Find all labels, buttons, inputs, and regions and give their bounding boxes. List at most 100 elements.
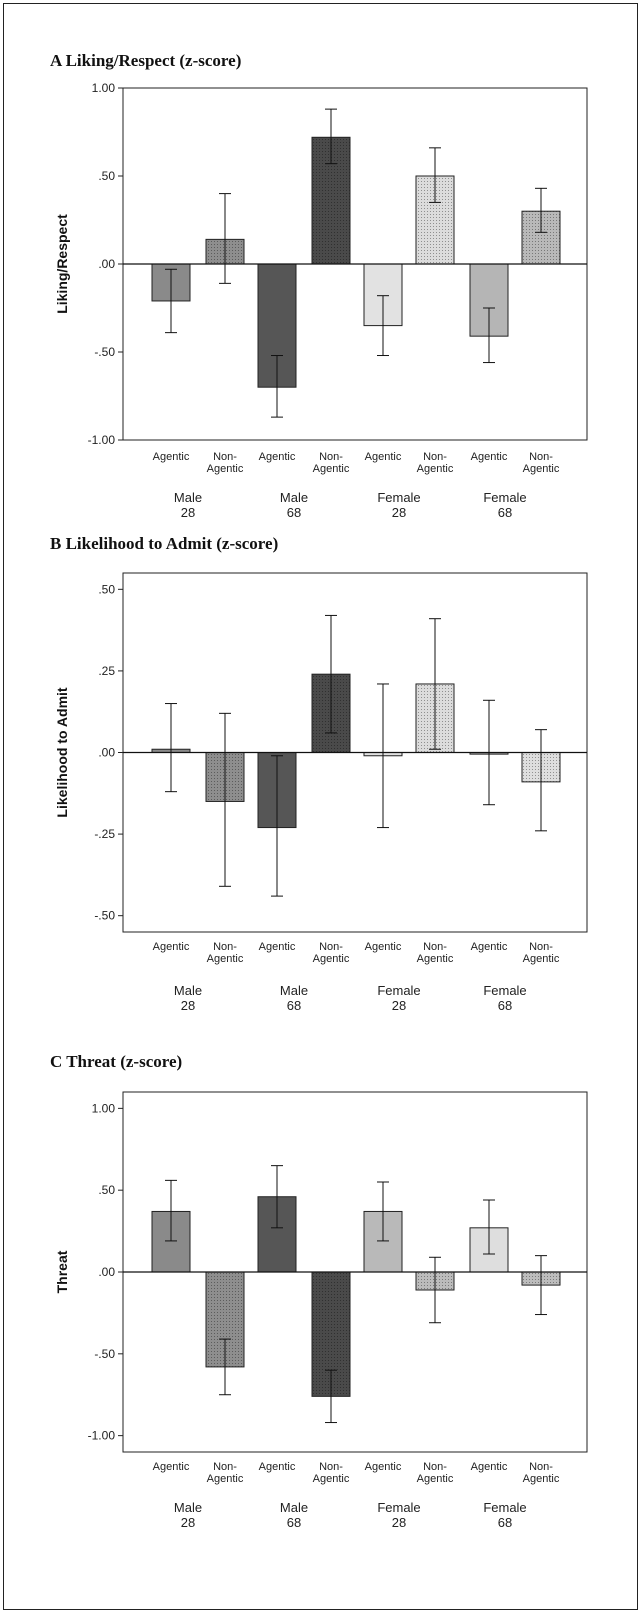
group-label: Male 28	[174, 983, 202, 1013]
y-tick-label: -1.00	[88, 1429, 116, 1443]
x-tick-label: Non-Agentic	[207, 451, 244, 475]
group-label-line: 68	[287, 1515, 301, 1530]
x-tick-label: Agentic	[259, 1461, 296, 1473]
y-tick-label: .00	[98, 746, 115, 760]
group-label: Female 28	[377, 490, 420, 520]
group-label-line: 28	[181, 505, 195, 520]
x-tick-label: Agentic	[471, 1461, 508, 1473]
y-tick-label: -.25	[94, 827, 115, 841]
liking-respect-chart: 1.00 .50 .00 -.50 -1.00 Liking/Respect Agentic…	[54, 81, 588, 520]
x-tick-label-line: Agentic	[365, 451, 402, 463]
x-tick-label: Agentic	[153, 941, 190, 953]
group-label: Female 68	[483, 983, 526, 1013]
error-bar	[165, 703, 177, 793]
x-tick-label-line: Agentic	[207, 953, 244, 965]
x-tick-label: Agentic	[471, 451, 508, 463]
x-tick-label-line: Non-	[213, 1461, 237, 1473]
x-tick-label: Agentic	[259, 941, 296, 953]
group-label-line: 68	[498, 1515, 512, 1530]
x-tick-label: Agentic	[153, 451, 190, 463]
x-tick-label-line: Agentic	[417, 953, 454, 965]
group-label-line: Male	[280, 490, 308, 505]
error-bar	[429, 147, 441, 203]
y-tick-label: -.50	[94, 909, 115, 923]
group-label-line: Male	[174, 1500, 202, 1515]
x-tick-label: Non-Agentic	[523, 451, 560, 475]
y-tick-label: 1.00	[92, 81, 116, 95]
error-bar	[271, 755, 283, 897]
group-label-line: 68	[287, 505, 301, 520]
x-tick-label: Non-Agentic	[207, 941, 244, 965]
x-tick-label-line: Non-	[423, 941, 447, 953]
error-bar	[165, 1179, 177, 1242]
x-tick-label-line: Agentic	[313, 953, 350, 965]
error-bar	[271, 1165, 283, 1229]
y-tick-label: 1.00	[92, 1101, 116, 1115]
y-tick-label: -.50	[94, 1347, 115, 1361]
group-label-line: Female	[377, 1500, 420, 1515]
group-label-line: Male	[174, 490, 202, 505]
error-bar	[377, 683, 389, 829]
x-tick-label: Non-Agentic	[523, 1461, 560, 1485]
x-tick-label-line: Agentic	[153, 941, 190, 953]
group-label-line: Female	[377, 490, 420, 505]
error-bar	[535, 729, 547, 832]
y-tick-label: .50	[98, 1183, 115, 1197]
error-bar	[377, 1181, 389, 1242]
x-tick-label-line: Agentic	[417, 463, 454, 475]
x-tick-label-line: Non-	[319, 941, 343, 953]
error-bar	[165, 268, 177, 334]
x-tick-label-line: Non-	[213, 941, 237, 953]
error-bar	[219, 1338, 231, 1396]
x-tick-label-line: Non-	[319, 451, 343, 463]
x-tick-label: Non-Agentic	[523, 941, 560, 965]
x-tick-label: Agentic	[259, 451, 296, 463]
error-bar	[429, 1256, 441, 1324]
error-bar	[325, 614, 337, 734]
group-label: Female 28	[377, 983, 420, 1013]
group-label: Female 28	[377, 1500, 420, 1530]
group-label-line: Male	[174, 983, 202, 998]
likelihood-to-admit-chart: .50 .25 .00 -.25 -.50 Likelihood to Admit Agen…	[54, 572, 588, 1013]
x-tick-label-line: Agentic	[153, 451, 190, 463]
error-bar	[219, 712, 231, 887]
error-bar	[483, 307, 495, 364]
y-axis-label: Threat	[54, 1250, 70, 1293]
error-bar	[483, 699, 495, 806]
y-tick-label: -1.00	[88, 433, 116, 447]
x-tick-label-line: Agentic	[365, 941, 402, 953]
x-tick-label-line: Agentic	[259, 451, 296, 463]
x-tick-label-line: Non-	[319, 1461, 343, 1473]
group-label: Female 68	[483, 490, 526, 520]
x-tick-label-line: Non-	[529, 451, 553, 463]
x-tick-label: Non-Agentic	[313, 451, 350, 475]
y-tick-label: .00	[98, 1265, 115, 1279]
error-bar	[377, 295, 389, 357]
x-tick-label: Non-Agentic	[207, 1461, 244, 1485]
group-label-line: Female	[483, 983, 526, 998]
panel-a-title: A Liking/Respect (z-score)	[50, 51, 242, 70]
x-tick-label: Non-Agentic	[417, 1461, 454, 1485]
x-tick-label-line: Agentic	[207, 463, 244, 475]
y-tick-label: .50	[98, 169, 115, 183]
error-bar	[325, 1369, 337, 1424]
x-tick-label-line: Agentic	[417, 1473, 454, 1485]
group-label: Male 68	[280, 490, 308, 520]
x-tick-label-line: Agentic	[523, 463, 560, 475]
y-axis-label: Likelihood to Admit	[54, 687, 70, 817]
x-tick-label-line: Agentic	[471, 1461, 508, 1473]
error-bar	[483, 1199, 495, 1255]
x-tick-label: Agentic	[365, 451, 402, 463]
x-tick-label-line: Non-	[423, 1461, 447, 1473]
group-label-line: 68	[498, 998, 512, 1013]
error-bar	[535, 187, 547, 233]
x-tick-label-line: Agentic	[207, 1473, 244, 1485]
group-label: Male 28	[174, 490, 202, 520]
x-tick-label: Agentic	[365, 1461, 402, 1473]
x-tick-label-line: Agentic	[471, 451, 508, 463]
group-label-line: 28	[392, 998, 406, 1013]
error-bar	[535, 1255, 547, 1316]
x-tick-label: Agentic	[153, 1461, 190, 1473]
x-tick-label-line: Agentic	[259, 941, 296, 953]
error-bar	[429, 618, 441, 750]
